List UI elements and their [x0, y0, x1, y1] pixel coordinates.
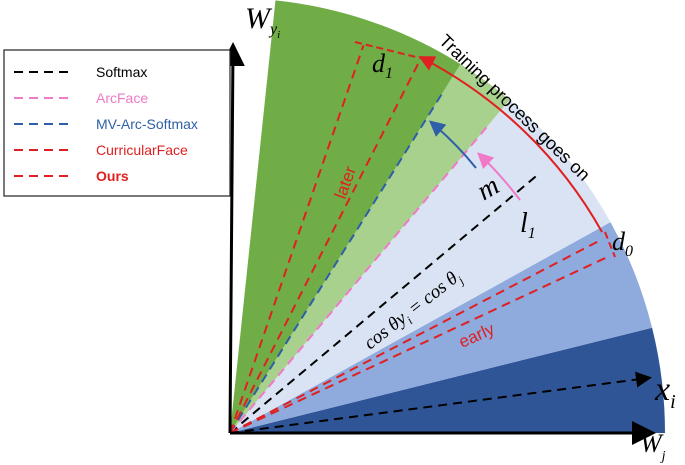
sector: [230, 327, 665, 433]
red-line: [229, 238, 604, 434]
d1-label: d1: [372, 49, 393, 82]
softmax-line: [229, 175, 538, 434]
legend: Softmax ArcFace MV-Arc-Softmax CurricularFa…: [3, 49, 231, 197]
sectors: [230, 0, 665, 434]
legend-label: CurricularFace: [96, 142, 188, 158]
lines: [229, 45, 612, 434]
wj-label: Wj: [640, 429, 666, 464]
legend-label: Ours: [96, 168, 129, 184]
sector: [230, 99, 611, 434]
xi-axis: [229, 371, 652, 434]
legend-label: Softmax: [96, 64, 147, 80]
xi-label: xi: [654, 371, 676, 413]
red-line: [229, 58, 422, 434]
d1-bracket: [354, 41, 421, 59]
mv-line: [229, 93, 443, 434]
mv-arc: [428, 120, 477, 169]
red-line: [229, 45, 365, 434]
sector: [230, 222, 653, 433]
red-line: [229, 254, 612, 434]
d0-bracket: [604, 231, 616, 258]
wy-label: Wyi: [245, 2, 280, 41]
wy-axis: [220, 42, 245, 434]
l1-label: l1: [520, 208, 536, 242]
sector: [230, 0, 461, 434]
arcface-arc: [477, 152, 521, 201]
legend-label: ArcFace: [96, 90, 148, 106]
legend-box: [3, 49, 231, 197]
d0-label: d0: [612, 227, 633, 260]
legend-label: MV-Arc-Softmax: [96, 116, 198, 132]
sector: [230, 64, 510, 434]
arcface-line: [229, 125, 488, 434]
training-arc: [418, 56, 603, 233]
